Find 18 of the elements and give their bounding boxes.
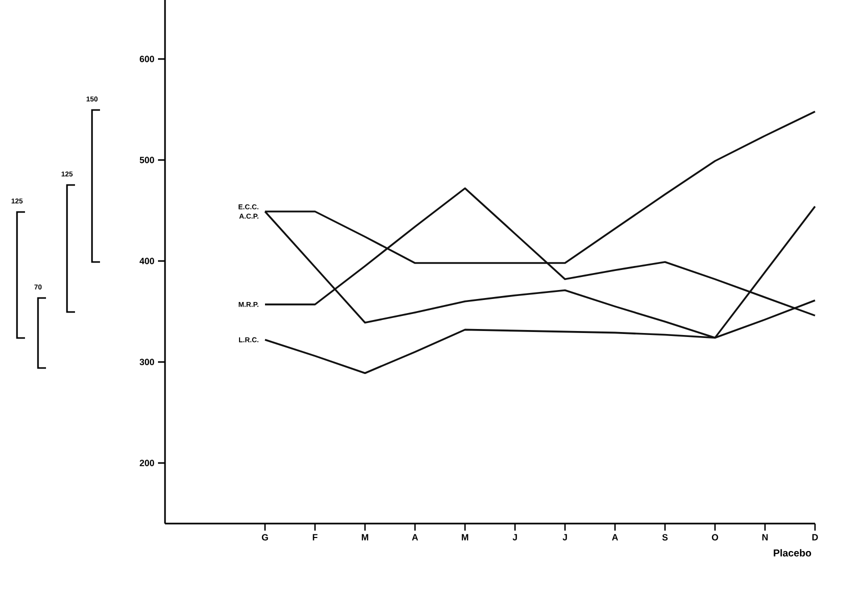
x-tick-label: M: [362, 534, 368, 540]
x-tick-label: A: [412, 534, 418, 540]
y-tick-label: 400: [140, 258, 154, 264]
x-tick-label: A: [612, 534, 618, 540]
x-tick-label: O: [712, 534, 718, 541]
y-tick-label: 500: [140, 156, 154, 164]
x-tick-label: J: [512, 534, 517, 540]
y-tick-label: 600: [140, 56, 154, 62]
y-tick-label: 200: [140, 460, 154, 466]
x-tick-label: N: [762, 534, 768, 540]
x-tick-label: D: [812, 534, 818, 540]
y-tick-label: 300: [140, 358, 154, 366]
x-tick-label: M: [462, 534, 468, 540]
x-tick-label: G: [262, 534, 268, 541]
x-tick-label: S: [662, 534, 668, 541]
x-tick-label: J: [562, 534, 567, 540]
x-tick-label: F: [312, 534, 318, 540]
x-axis-title: Placebo: [774, 549, 812, 556]
